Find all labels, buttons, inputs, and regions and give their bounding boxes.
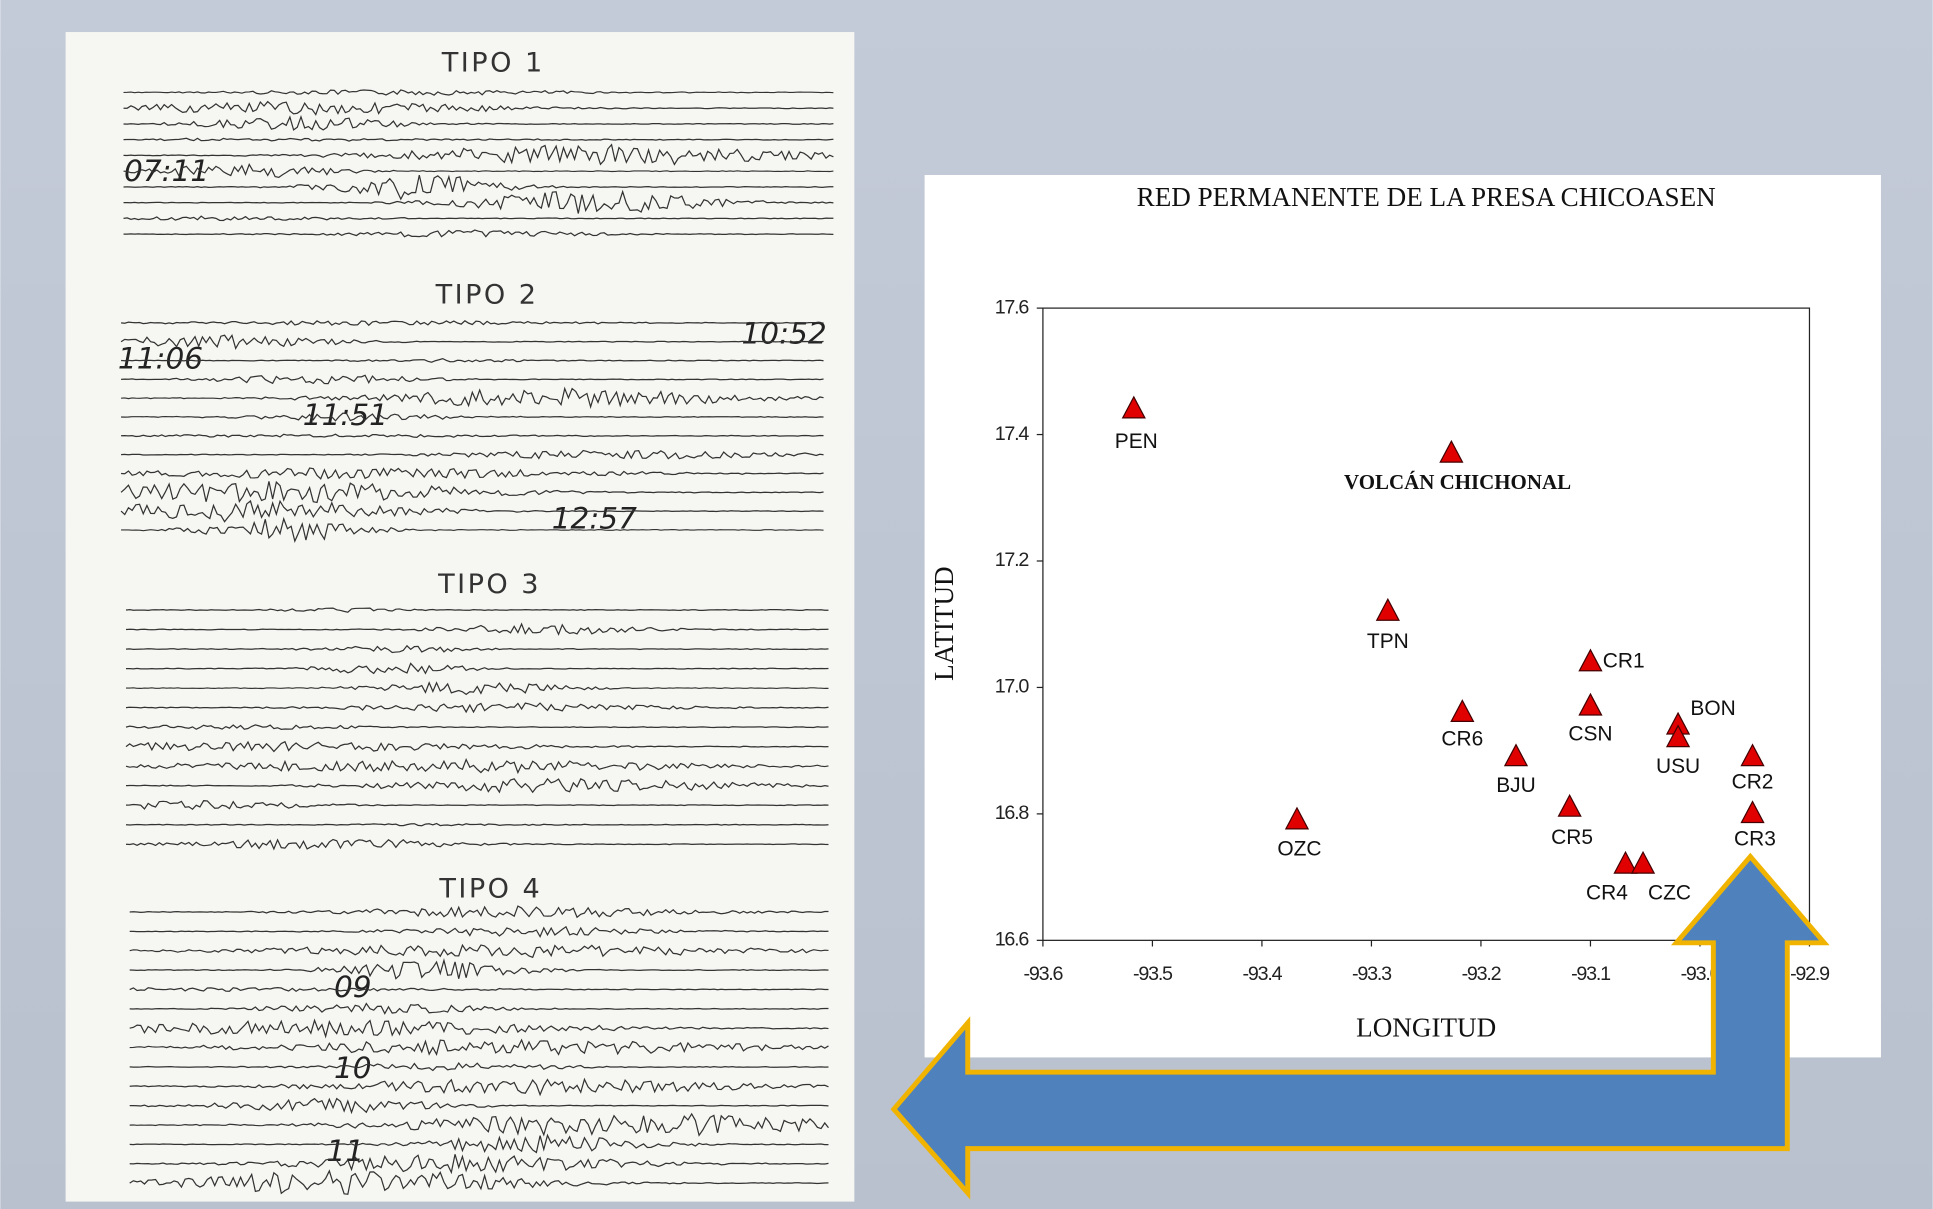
slide: TIPO 1 07:11 TIPO 2 11:06 10:52 11:51 12… bbox=[0, 0, 1933, 1209]
x-tick-label: -93.6 bbox=[1024, 963, 1064, 985]
y-tick-label: 16.8 bbox=[995, 802, 1030, 824]
station-label: CR3 bbox=[1734, 827, 1776, 850]
panel-title: TIPO 3 bbox=[437, 569, 541, 600]
station-label: CR6 bbox=[1441, 727, 1483, 750]
x-tick-label: -93.3 bbox=[1352, 963, 1392, 985]
station-label: CR5 bbox=[1551, 826, 1593, 849]
panel-title: TIPO 4 bbox=[438, 873, 542, 904]
panel-note: 07:11 bbox=[124, 154, 209, 188]
x-tick-label: -93.5 bbox=[1133, 963, 1173, 985]
panel-note: 11:51 bbox=[303, 398, 388, 432]
x-tick-label: -92.9 bbox=[1790, 963, 1830, 985]
station-label: VOLCÁN CHICHONAL bbox=[1344, 470, 1571, 494]
station-label: BON bbox=[1690, 697, 1735, 720]
chart-title: RED PERMANENTE DE LA PRESA CHICOASEN bbox=[1137, 182, 1716, 212]
y-axis-label: LATITUD bbox=[929, 566, 959, 680]
x-axis-label: LONGITUD bbox=[1356, 1013, 1496, 1043]
page: TIPO 1 07:11 TIPO 2 11:06 10:52 11:51 12… bbox=[0, 0, 1933, 1209]
panel-note: 10:52 bbox=[742, 317, 827, 351]
y-tick-label: 17.4 bbox=[995, 423, 1030, 445]
panel-title: TIPO 1 bbox=[441, 48, 545, 79]
panel-note: 11:06 bbox=[118, 341, 203, 375]
y-tick-label: 17.0 bbox=[995, 676, 1030, 698]
station-label: CR4 bbox=[1586, 882, 1628, 905]
station-label: TPN bbox=[1367, 630, 1409, 653]
y-tick-label: 16.6 bbox=[995, 929, 1030, 951]
seismogram-image: TIPO 1 07:11 TIPO 2 11:06 10:52 11:51 12… bbox=[66, 32, 855, 1202]
x-tick-label: -93.2 bbox=[1462, 963, 1501, 985]
seismogram-paper bbox=[66, 32, 855, 1202]
y-tick-label: 17.2 bbox=[995, 549, 1029, 571]
x-tick-label: -93.4 bbox=[1243, 963, 1283, 985]
station-label: CR1 bbox=[1603, 650, 1645, 673]
y-tick-label: 17.6 bbox=[995, 296, 1030, 318]
station-label: PEN bbox=[1115, 430, 1158, 453]
station-label: USU bbox=[1656, 755, 1700, 778]
station-label: CR2 bbox=[1732, 770, 1774, 793]
x-tick-label: -93.1 bbox=[1571, 963, 1610, 985]
station-label: CZC bbox=[1648, 882, 1691, 905]
station-label: BJU bbox=[1496, 774, 1536, 797]
panel-note: 09 bbox=[334, 970, 372, 1004]
station-label: CSN bbox=[1568, 722, 1612, 745]
panel-title: TIPO 2 bbox=[435, 279, 539, 310]
station-label: OZC bbox=[1277, 837, 1321, 860]
panel-note: 10 bbox=[334, 1051, 372, 1085]
